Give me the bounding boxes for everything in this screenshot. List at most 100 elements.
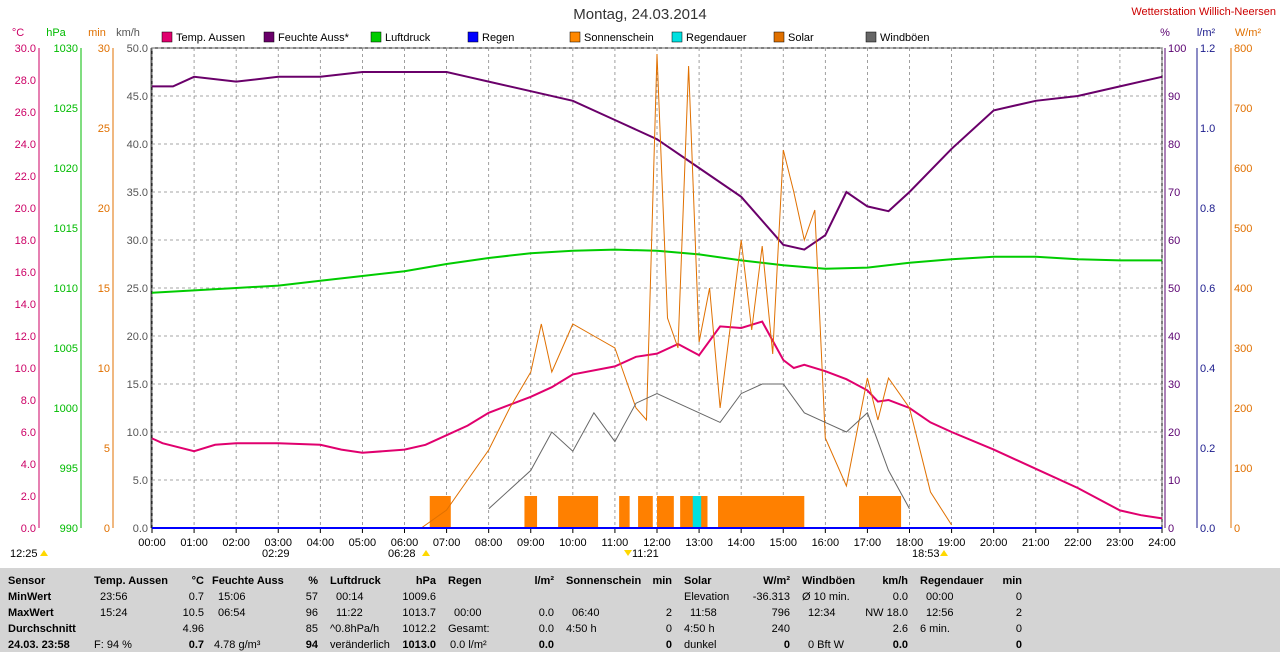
solar-unit: W/m² — [763, 575, 790, 587]
sonne-duration: 4:50 h — [566, 623, 597, 635]
temp-unit: °C — [191, 575, 204, 587]
temp-min-value: 0.7 — [188, 591, 204, 603]
y-tick-label: 50 — [1168, 283, 1180, 295]
wind-unit: km/h — [882, 575, 908, 587]
sunshine-bar — [718, 496, 805, 528]
regen-total-value: 0.0 — [538, 623, 554, 635]
x-tick-label: 20:00 — [980, 537, 1008, 549]
y-tick-label: 1.2 — [1200, 43, 1215, 55]
sunshine-bar — [558, 496, 599, 528]
regen-max-value: 0.0 — [538, 607, 554, 619]
sunshine-bar — [657, 496, 674, 528]
series-line-temp-aussen — [151, 320, 1163, 520]
x-tick-label: 14:00 — [727, 537, 755, 549]
summary-col-solar: Solar W/m² Elevation -36.313 11:58 796 4… — [684, 568, 790, 652]
wind-now-label: 0 Bft W — [808, 639, 845, 651]
y-tick-label: 15.0 — [127, 379, 148, 391]
x-tick-label: 05:00 — [349, 537, 377, 549]
summary-col-labels: Sensor MinWert MaxWert Durchschnitt 24.0… — [8, 568, 88, 652]
legend-swatch — [865, 31, 877, 43]
luftdruck-avg-value: 1012.2 — [402, 623, 436, 635]
temp-now-value: 0.7 — [188, 639, 204, 651]
legend-swatch — [161, 31, 173, 43]
y-tick-label: 24.0 — [15, 139, 36, 151]
y-tick-label: 30.0 — [15, 43, 36, 55]
sunshine-bar — [429, 496, 451, 528]
weather-chart: 00:00 01:00 02:00 03:00 04:00 05:00 06:00 07:00… — [10, 27, 1262, 560]
summary-table: Sensor MinWert MaxWert Durchschnitt 24.0… — [0, 568, 1280, 652]
y-tick-label: 60 — [1168, 235, 1180, 247]
y-tick-label: 1020 — [54, 163, 78, 175]
legend-swatch — [467, 31, 479, 43]
y-axis-unit: min — [88, 27, 106, 39]
y-tick-label: 8.0 — [21, 395, 36, 407]
regen-now-label: 0.0 l/m² — [450, 639, 487, 651]
regendauer-min-time: 00:00 — [926, 591, 954, 603]
legend-label: Solar — [788, 32, 814, 44]
solar-max-value: 796 — [771, 607, 790, 619]
luftdruck-head: Luftdruck — [330, 575, 381, 587]
wind-max-value: NW 18.0 — [865, 607, 908, 619]
y-axis-unit: W/m² — [1235, 27, 1262, 39]
x-tick-label: 17:00 — [854, 537, 882, 549]
sonne-avg-value: 0 — [665, 623, 672, 635]
luftdruck-trend: ^0.8hPa/h — [330, 623, 380, 635]
luftdruck-min-time: 00:14 — [336, 591, 364, 603]
y-tick-label: 15 — [98, 283, 110, 295]
y-tick-label: 25 — [98, 123, 110, 135]
legend-swatch — [569, 31, 581, 43]
regendauer-min-value: 0 — [1015, 591, 1022, 603]
x-tick-label: 04:00 — [307, 537, 335, 549]
y-tick-label: 30.0 — [127, 235, 148, 247]
x-tick-label: 19:00 — [938, 537, 966, 549]
y-tick-label: 30 — [1168, 379, 1180, 391]
y-tick-label: 6.0 — [21, 427, 36, 439]
regen-head: Regen — [448, 575, 482, 587]
sunshine-bar — [680, 496, 695, 528]
legend-label: Regen — [482, 32, 514, 44]
y-tick-label: 0.4 — [1200, 363, 1215, 375]
y-tick-label: 500 — [1234, 223, 1252, 235]
regendauer-avg-value: 0 — [1015, 623, 1022, 635]
label-now: 24.03. 23:58 — [8, 639, 70, 651]
y-tick-label: 0 — [104, 523, 110, 535]
luftdruck-max-time: 11:22 — [336, 607, 363, 619]
y-tick-label: 30 — [98, 43, 110, 55]
wind-head: Windböen — [802, 575, 856, 587]
sonne-unit: min — [652, 575, 672, 587]
regendauer-unit: min — [1002, 575, 1022, 587]
sunrise-icon — [422, 550, 430, 556]
y-tick-label: 10 — [98, 363, 110, 375]
summary-col-feuchte: Feuchte Auss % 15:06 57 06:54 96 85 4.78… — [212, 568, 318, 652]
y-axis-unit: °C — [12, 27, 24, 39]
series-line-feuchte-auss- — [152, 71, 1163, 251]
y-tick-label: 995 — [60, 463, 78, 475]
y-tick-label: 0.0 — [133, 523, 148, 535]
sunshine-bar — [699, 496, 708, 528]
y-tick-label: 45.0 — [127, 91, 148, 103]
regendauer-head: Regendauer — [920, 575, 984, 587]
x-tick-label: 00:00 — [138, 537, 166, 549]
legend-swatch — [773, 31, 785, 43]
solar-now-value: 0 — [783, 639, 790, 651]
temp-head: Temp. Aussen — [94, 575, 168, 587]
regendauer-now-value: 0 — [1015, 639, 1022, 651]
sunset-icon — [940, 550, 948, 556]
legend-label: Sonnenschein — [584, 32, 654, 44]
y-tick-label: 1010 — [54, 283, 78, 295]
y-tick-label: 20 — [1168, 427, 1180, 439]
legend-swatch — [671, 31, 683, 43]
marker-sunset: 18:53 — [912, 548, 940, 560]
temp-min-time: 23:56 — [100, 591, 128, 603]
summary-col-luftdruck: Luftdruck hPa 00:14 1009.6 11:22 1013.7 … — [330, 568, 436, 652]
marker-sunrise: 06:28 — [388, 548, 416, 560]
x-tick-label: 06:00 — [391, 537, 419, 549]
luftdruck-unit: hPa — [415, 575, 436, 587]
luftdruck-now-label: veränderlich — [330, 639, 390, 651]
feuchte-head: Feuchte Auss — [212, 575, 284, 587]
y-axis-unit: hPa — [46, 27, 66, 39]
luftdruck-now-value: 1013.0 — [402, 639, 436, 651]
marker-left-time: 12:25 — [10, 548, 38, 560]
regen-total-label: Gesamt: — [448, 623, 490, 635]
y-axis-unit: km/h — [116, 27, 140, 39]
